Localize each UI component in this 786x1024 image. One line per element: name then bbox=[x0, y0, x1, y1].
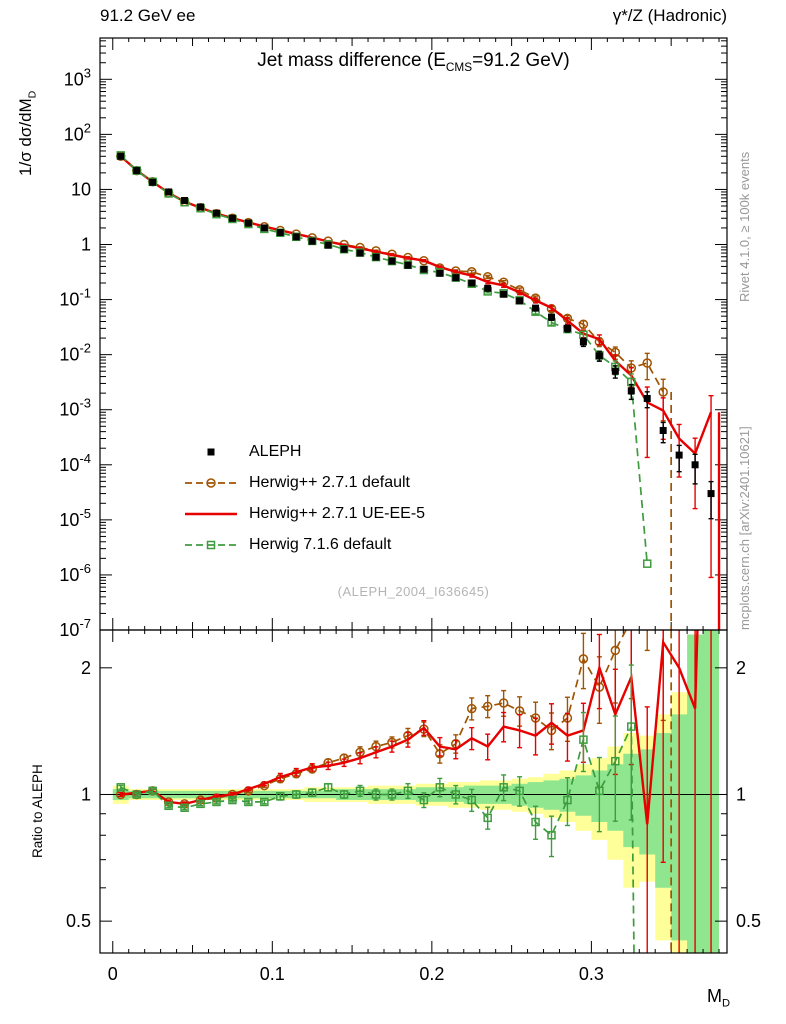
analysis-watermark: (ALEPH_2004_I636645) bbox=[337, 584, 490, 599]
svg-text:0.3: 0.3 bbox=[579, 964, 604, 984]
legend-swatch-aleph bbox=[183, 442, 239, 462]
legend: ALEPH Herwig++ 2.7.1 default Herwig++ 2.… bbox=[183, 436, 425, 560]
series-aleph-main bbox=[117, 152, 715, 520]
svg-text:10-1: 10-1 bbox=[59, 286, 91, 310]
svg-text:103: 103 bbox=[64, 65, 91, 89]
beam-energy-label: 91.2 GeV ee bbox=[100, 6, 196, 25]
svg-text:1: 1 bbox=[736, 784, 746, 804]
legend-item-aleph: ALEPH bbox=[183, 436, 425, 467]
svg-text:102: 102 bbox=[64, 120, 91, 144]
svg-text:1: 1 bbox=[81, 784, 91, 804]
legend-swatch-herwig7-default bbox=[183, 535, 239, 555]
legend-label: Herwig++ 2.7.1 default bbox=[249, 473, 410, 491]
svg-text:2: 2 bbox=[736, 658, 746, 678]
plot-title-text: Jet mass difference (E bbox=[257, 50, 446, 71]
legend-swatch-herwigpp-default bbox=[183, 473, 239, 493]
svg-text:10-4: 10-4 bbox=[59, 451, 91, 475]
svg-text:2: 2 bbox=[81, 658, 91, 678]
rivet-version-note: Rivet 4.1.0, ≥ 100k events bbox=[737, 151, 752, 302]
legend-label: ALEPH bbox=[249, 442, 302, 460]
svg-text:10: 10 bbox=[71, 179, 91, 199]
svg-text:10-3: 10-3 bbox=[59, 396, 91, 420]
legend-label: Herwig 7.1.6 default bbox=[249, 535, 392, 553]
plot-title-subscript: CMS bbox=[445, 60, 473, 74]
plot-title: Jet mass difference (ECMS=91.2 GeV) bbox=[100, 50, 727, 74]
svg-text:0.1: 0.1 bbox=[260, 964, 285, 984]
svg-text:10-2: 10-2 bbox=[59, 341, 91, 365]
ratio-panel-series bbox=[115, 630, 712, 953]
main-panel-series bbox=[115, 151, 721, 630]
legend-item-herwigpp-ue-ee-5: Herwig++ 2.7.1 UE-EE-5 bbox=[183, 498, 425, 529]
ratio-axis-label: Ratio to ALEPH bbox=[30, 764, 45, 858]
plot-title-suffix: =91.2 GeV) bbox=[472, 50, 570, 71]
svg-text:10-5: 10-5 bbox=[59, 506, 91, 530]
svg-text:0.5: 0.5 bbox=[736, 911, 761, 931]
legend-item-herwigpp-default: Herwig++ 2.7.1 default bbox=[183, 467, 425, 498]
y-axis-label: 1/σ dσ/dMD bbox=[16, 90, 39, 176]
x-axis-label: MD bbox=[706, 986, 730, 1010]
legend-swatch-herwigpp-ue-ee-5 bbox=[183, 504, 239, 524]
legend-label: Herwig++ 2.7.1 UE-EE-5 bbox=[249, 504, 426, 522]
axis-ticks bbox=[100, 38, 727, 953]
series-herwig-7-1-6-default-ratio bbox=[116, 664, 636, 953]
ratio-panel-frame bbox=[99, 629, 728, 954]
mcplots-citation-note: mcplots.cern.ch [arXiv:2401.10621] bbox=[737, 426, 752, 630]
svg-text:10-7: 10-7 bbox=[59, 616, 91, 640]
legend-item-herwig7-default: Herwig 7.1.6 default bbox=[183, 529, 425, 560]
svg-text:0.2: 0.2 bbox=[419, 964, 444, 984]
uncertainty-band-inner bbox=[112, 630, 719, 953]
svg-text:0: 0 bbox=[108, 964, 118, 984]
ratio-uncertainty-bands bbox=[112, 630, 719, 953]
svg-text:0.5: 0.5 bbox=[66, 911, 91, 931]
svg-text:10-6: 10-6 bbox=[59, 561, 91, 585]
process-label: γ*/Z (Hadronic) bbox=[612, 6, 727, 25]
svg-text:1: 1 bbox=[81, 235, 91, 255]
